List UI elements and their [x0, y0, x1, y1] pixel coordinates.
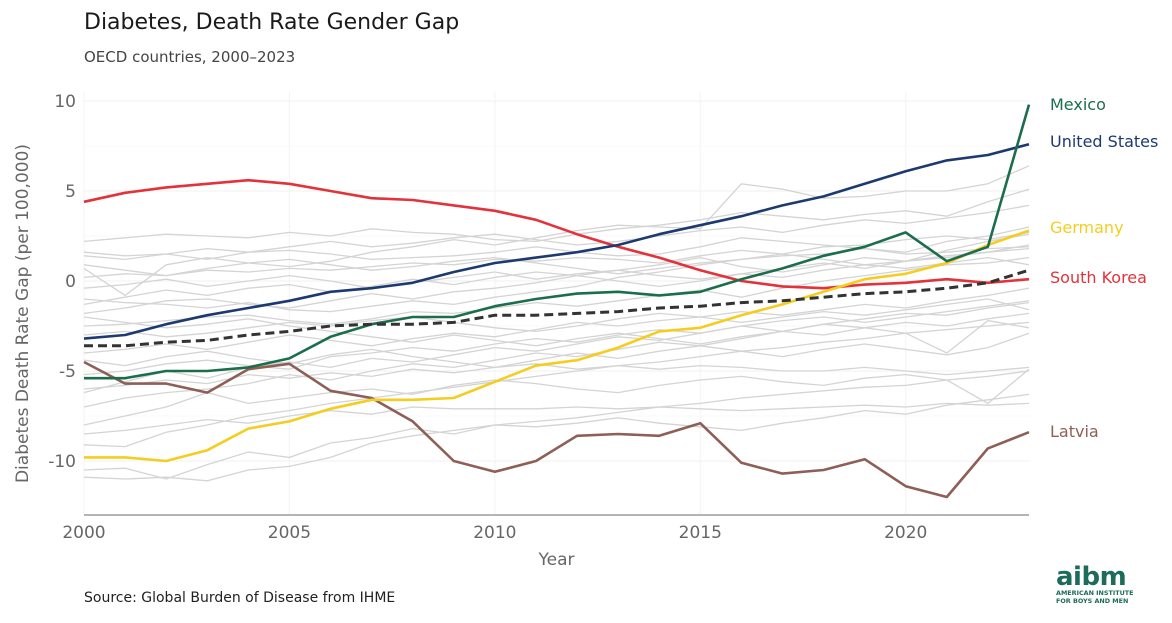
chart-title: Diabetes, Death Rate Gender Gap: [84, 10, 460, 35]
background-country-line: [83, 393, 1030, 480]
tick-labels: -10 -5 0 5 10 2000 2005 2010 2015 2020: [48, 92, 927, 543]
background-country-line: [83, 233, 1030, 315]
y-tick-label: 5: [65, 182, 76, 202]
y-tick-label: -5: [59, 362, 76, 382]
background-country-line: [83, 363, 1030, 390]
background-country-line: [83, 300, 1030, 376]
logo-wordmark: aibm: [1056, 562, 1127, 592]
background-series: [83, 165, 1030, 482]
highlighted-series: [83, 104, 1031, 499]
source-note: Source: Global Burden of Disease from IH…: [84, 590, 396, 606]
aibm-logo: aibm AMERICAN INSTITUTE FOR BOYS AND MEN: [1056, 562, 1156, 605]
latvia-series-line: [83, 360, 1030, 499]
series-label-latvia: Latvia: [1050, 422, 1099, 441]
background-country-line: [83, 316, 1030, 354]
background-country-line: [83, 321, 1030, 448]
background-country-line: [83, 287, 1030, 354]
x-axis-label: Year: [538, 550, 575, 570]
background-country-line: [83, 332, 1030, 369]
series-label-united-states: United States: [1050, 132, 1158, 151]
x-tick-label: 2010: [473, 523, 516, 543]
series-label-germany: Germany: [1050, 218, 1124, 237]
background-country-line: [83, 165, 1030, 297]
background-country-line: [83, 368, 1030, 426]
y-tick-label: 10: [54, 92, 76, 112]
chart-subtitle: OECD countries, 2000–2023: [84, 48, 296, 66]
dashed-series-line: [84, 268, 1030, 348]
background-country-line: [83, 370, 1030, 482]
series-end-labels: Mexico United States Germany South Korea Lat…: [1050, 95, 1158, 441]
mexico-series-line: [84, 104, 1031, 380]
gridlines: [83, 92, 1029, 515]
x-tick-label: 2015: [679, 523, 722, 543]
series-label-mexico: Mexico: [1050, 95, 1106, 114]
background-country-line: [83, 256, 1030, 327]
logo-subtitle-line1: AMERICAN INSTITUTE: [1056, 589, 1134, 597]
y-tick-label: -10: [48, 452, 76, 472]
x-tick-label: 2005: [268, 523, 311, 543]
background-country-line: [83, 247, 1030, 277]
series-label-south-korea: South Korea: [1050, 268, 1147, 287]
y-tick-label: 0: [65, 272, 76, 292]
x-tick-label: 2020: [884, 523, 927, 543]
x-tick-label: 2000: [62, 523, 105, 543]
background-country-line: [83, 402, 1030, 435]
germany-series-line: [84, 229, 1030, 463]
background-country-line: [83, 244, 1030, 289]
y-axis-label: Diabetes Death Rate Gap (per 100,000): [13, 144, 33, 483]
background-country-line: [83, 188, 1030, 243]
united-states-series-line: [83, 142, 1030, 340]
south-korea-series-line: [83, 178, 1030, 290]
background-country-line: [83, 256, 1030, 306]
logo-subtitle-line2: FOR BOYS AND MEN: [1056, 597, 1129, 605]
background-country-line: [83, 204, 1030, 261]
background-country-line: [83, 298, 1030, 338]
background-country-line: [83, 312, 1030, 408]
